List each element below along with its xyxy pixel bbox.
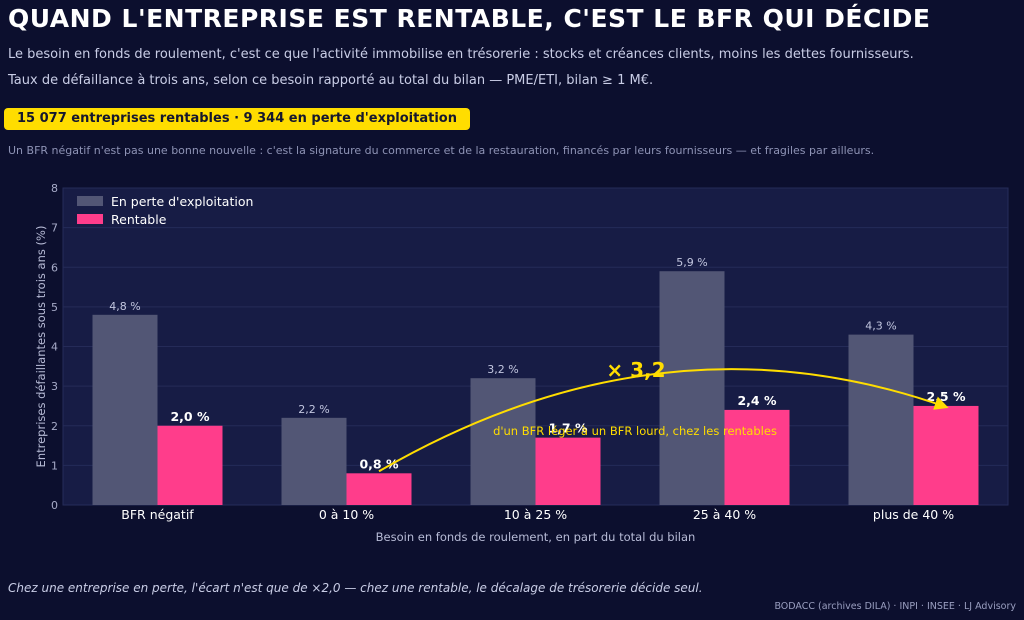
annotation-caption: d'un BFR léger à un BFR lourd, chez les … xyxy=(493,424,777,438)
x-tick-label: 0 à 10 % xyxy=(319,507,374,522)
y-axis-label: Entreprises défaillantes sous trois ans … xyxy=(34,226,48,468)
source-credit: BODACC (archives DILA) · INPI · INSEE · … xyxy=(774,601,1016,612)
subtitle-definition: Le besoin en fonds de roulement, c'est c… xyxy=(8,47,914,62)
bar-loss xyxy=(470,378,536,505)
bar-profitable xyxy=(913,405,979,505)
x-tick-label: plus de 40 % xyxy=(873,507,954,522)
legend-label-loss: En perte d'exploitation xyxy=(111,194,253,209)
x-tick-label: BFR négatif xyxy=(121,507,194,522)
bars: 4,8 % 2,2 % 3,2 % 5,9 % 4,3 % 2,0 % 0,8 % 1,7 %… xyxy=(92,256,979,505)
annotation-arrow xyxy=(378,368,949,473)
page-title: QUAND L'ENTREPRISE EST RENTABLE, C'EST L… xyxy=(8,4,931,33)
multiplier-annotation: × 3,2 d'un BFR léger à un BFR lourd, che… xyxy=(378,358,949,473)
bar-loss xyxy=(281,417,347,505)
bar-profitable xyxy=(157,425,223,505)
subtitle-scope: Taux de défaillance à trois ans, selon c… xyxy=(8,73,654,88)
y-tick-label: 3 xyxy=(51,380,58,393)
x-axis-ticks: BFR négatif 0 à 10 % 10 à 25 % 25 à 40 % plu… xyxy=(121,507,954,522)
data-label-profitable: 2,0 % xyxy=(170,409,209,424)
data-label-loss: 4,8 % xyxy=(109,300,140,313)
y-tick-label: 6 xyxy=(51,261,58,274)
bar-loss xyxy=(659,271,725,505)
context-note: Un BFR négatif n'est pas une bonne nouve… xyxy=(8,144,875,157)
bar-profitable xyxy=(535,437,601,505)
data-label-profitable: 2,4 % xyxy=(737,393,776,408)
data-label-profitable: 0,8 % xyxy=(359,456,398,471)
y-tick-label: 2 xyxy=(51,420,58,433)
data-label-profitable: 1,7 % xyxy=(548,421,587,436)
legend-swatch-profitable xyxy=(77,214,103,224)
bar-loss xyxy=(92,314,158,505)
sample-size-badge: 15 077 entreprises rentables · 9 344 en … xyxy=(4,108,470,130)
legend-label-profitable: Rentable xyxy=(111,212,167,227)
y-axis-ticks: 0 1 2 3 4 5 6 7 8 xyxy=(51,182,58,512)
legend-swatch-loss xyxy=(77,196,103,206)
annotation-multiplier: × 3,2 xyxy=(606,358,665,382)
data-label-loss: 3,2 % xyxy=(487,363,518,376)
x-tick-label: 25 à 40 % xyxy=(693,507,756,522)
data-label-loss: 2,2 % xyxy=(298,403,329,416)
x-axis-label: Besoin en fonds de roulement, en part du… xyxy=(376,530,696,544)
y-tick-label: 0 xyxy=(51,499,58,512)
y-tick-label: 5 xyxy=(51,301,58,314)
x-tick-label: 10 à 25 % xyxy=(504,507,567,522)
y-tick-label: 7 xyxy=(51,222,58,235)
y-tick-label: 1 xyxy=(51,459,58,472)
y-tick-label: 8 xyxy=(51,182,58,195)
legend: En perte d'exploitation Rentable xyxy=(77,194,253,227)
footer-caption: Chez une entreprise en perte, l'écart n'… xyxy=(8,581,703,595)
bar-profitable xyxy=(724,409,790,505)
data-label-loss: 5,9 % xyxy=(676,256,707,269)
bar-loss xyxy=(848,334,914,505)
y-tick-label: 4 xyxy=(51,341,58,354)
bar-profitable xyxy=(346,473,412,505)
data-label-loss: 4,3 % xyxy=(865,320,896,333)
